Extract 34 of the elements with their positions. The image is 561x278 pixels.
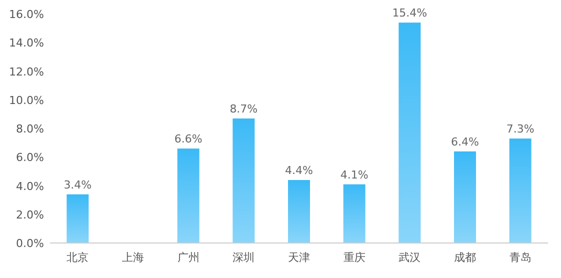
bar [343, 184, 366, 243]
data-label: 4.4% [285, 164, 313, 178]
y-tick-label: 14.0% [9, 36, 44, 50]
y-tick-label: 2.0% [16, 208, 44, 222]
bar [398, 22, 421, 243]
bar [232, 118, 255, 243]
y-tick-label: 0.0% [16, 237, 44, 250]
bar [177, 148, 200, 243]
data-label: 7.3% [506, 122, 534, 136]
data-label: 6.4% [451, 135, 479, 148]
y-tick-label: 6.0% [16, 151, 44, 164]
data-label: 8.7% [230, 102, 258, 116]
data-label: 4.1% [340, 168, 368, 182]
x-tick-label: 武汉 [398, 251, 421, 264]
x-tick-label: 重庆 [343, 251, 366, 264]
data-label: 6.6% [174, 132, 202, 146]
bar [454, 151, 476, 243]
data-label: 15.4% [392, 6, 428, 20]
y-tick-label: 4.0% [16, 180, 44, 193]
x-tick-label: 深圳 [232, 251, 255, 264]
bar [66, 194, 89, 243]
bar [288, 180, 310, 243]
y-tick-label: 16.0% [9, 8, 44, 21]
x-tick-label: 上海 [122, 251, 144, 264]
x-tick-label: 广州 [177, 251, 200, 264]
y-tick-label: 12.0% [9, 65, 44, 78]
x-tick-label: 北京 [66, 251, 89, 264]
x-tick-label: 青岛 [509, 251, 532, 264]
x-tick-label: 天津 [288, 251, 310, 264]
bar [509, 138, 532, 243]
y-tick-label: 8.0% [16, 122, 44, 136]
data-label: 3.4% [64, 178, 92, 192]
x-tick-label: 成都 [454, 251, 476, 264]
y-tick-label: 10.0% [9, 94, 44, 107]
